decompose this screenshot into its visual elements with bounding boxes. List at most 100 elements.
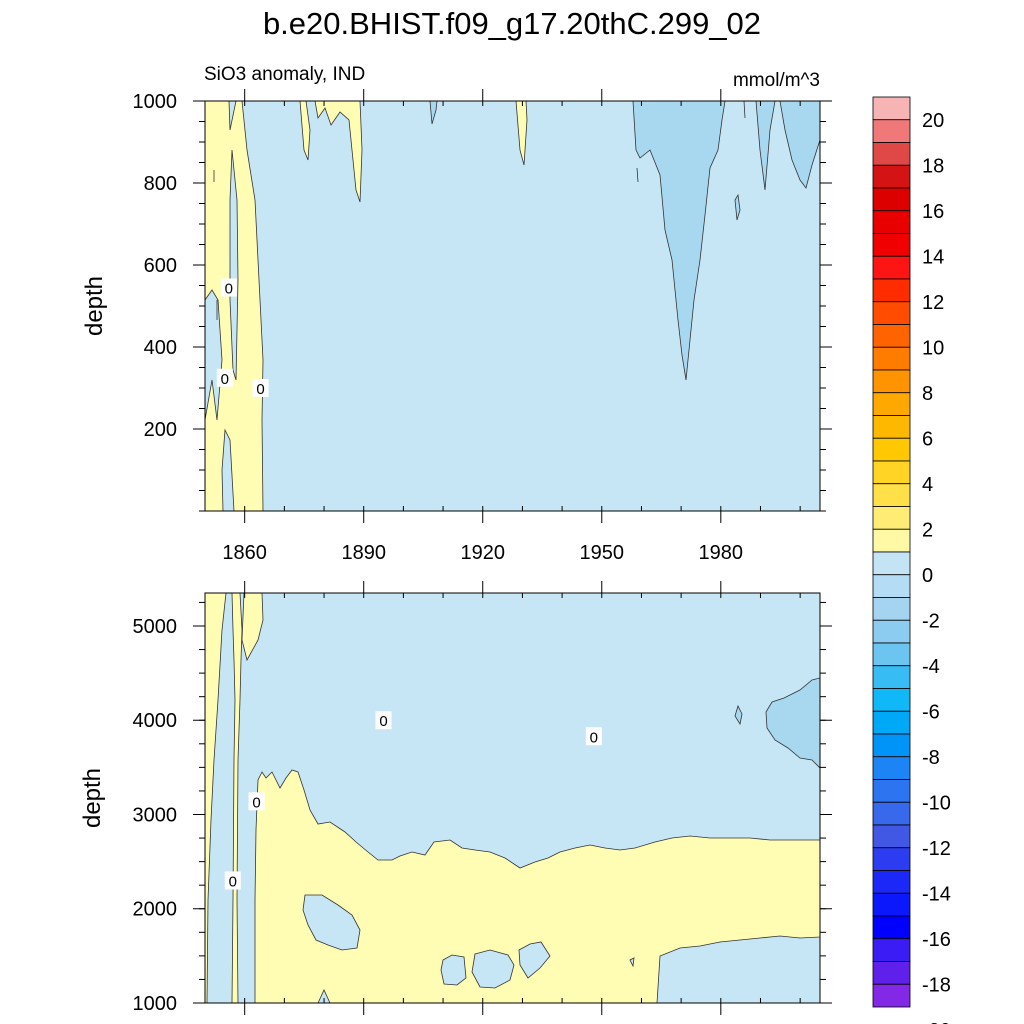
upper-panel: SiO3 anomaly, IND mmol/m^3 18 <box>81 64 832 564</box>
colorbar-swatch <box>872 915 911 940</box>
colorbar-label: 0 <box>922 565 933 587</box>
upper-contour-label: 0 <box>256 381 264 398</box>
colorbar-swatch <box>872 779 911 803</box>
colorbar-swatch <box>872 210 911 234</box>
colorbar-label: -8 <box>922 747 940 769</box>
lower-plot-frame <box>204 592 821 1004</box>
colorbar-swatch <box>872 574 911 598</box>
colorbar-swatch <box>872 164 911 189</box>
upper-x-tick-label: 1980 <box>699 542 744 564</box>
lower-contour-label: 0 <box>252 794 260 811</box>
colorbar-swatch <box>872 437 911 462</box>
colorbar-label: -18 <box>922 974 951 996</box>
upper-y-tick-label: 200 <box>144 419 177 441</box>
colorbar-label: -12 <box>922 838 951 860</box>
colorbar-label: -10 <box>922 792 951 814</box>
colorbar-swatch <box>872 938 911 962</box>
upper-y-tick-label: 400 <box>144 337 177 359</box>
lower-contour-label-bg <box>248 792 265 811</box>
colorbar-label: -2 <box>922 610 940 632</box>
colorbar-label: 10 <box>922 337 944 359</box>
lower-panel: 1000 2000 3000 4000 5000 0 0 0 0 depth <box>79 581 832 1015</box>
lower-contour-label: 0 <box>229 873 237 890</box>
colorbar-label: 12 <box>922 292 944 314</box>
colorbar: 20181614121086420-2-4-6-8-10-12-14-16-18… <box>872 96 951 1024</box>
colorbar-swatch <box>872 324 911 348</box>
lower-contour-fill <box>205 593 820 1003</box>
lower-axes: 1000 2000 3000 4000 5000 <box>133 581 832 1015</box>
colorbar-swatch <box>872 665 911 689</box>
upper-y-axis-label: depth <box>81 276 108 336</box>
colorbar-swatch <box>872 301 911 325</box>
lower-contour-label-bg <box>375 711 392 730</box>
colorbar-label: 14 <box>922 246 944 268</box>
upper-y-tick-label: 800 <box>144 173 177 195</box>
upper-y-tick-label: 1000 <box>133 91 178 113</box>
lower-y-tick-label: 2000 <box>133 899 178 921</box>
upper-y-tick-label: 600 <box>144 255 177 277</box>
colorbar-swatch <box>872 870 911 894</box>
lower-contour-labels: 0 0 0 0 <box>224 711 602 890</box>
colorbar-label: 4 <box>922 474 933 496</box>
colorbar-swatch <box>872 233 911 257</box>
colorbar-label: 2 <box>922 519 933 541</box>
upper-axes: 1860 1890 1920 1950 1980 200 400 600 800 1000 <box>133 89 832 564</box>
colorbar-label: 18 <box>922 155 944 177</box>
colorbar-swatch <box>872 710 911 735</box>
upper-contour-label-bg <box>220 278 237 297</box>
colorbar-swatch <box>872 801 911 826</box>
lower-contour-label-bg <box>585 727 602 746</box>
colorbar-swatch <box>872 460 911 485</box>
colorbar-label: -14 <box>922 883 951 905</box>
colorbar-swatch <box>872 688 911 712</box>
figure-title: b.e20.BHIST.f09_g17.20thC.299_02 <box>263 6 761 41</box>
colorbar-swatch <box>872 187 911 212</box>
lower-contour-label: 0 <box>590 729 598 746</box>
colorbar-swatch <box>872 278 911 303</box>
colorbar-swatch <box>872 642 911 667</box>
upper-x-tick-label: 1950 <box>580 542 625 564</box>
lower-y-tick-label: 4000 <box>133 710 178 732</box>
colorbar-swatch <box>872 142 911 166</box>
lower-contour-label: 0 <box>379 713 387 730</box>
colorbar-swatch <box>872 619 911 644</box>
colorbar-label: 8 <box>922 383 933 405</box>
colorbar-swatch <box>872 369 911 394</box>
colorbar-swatch <box>872 847 911 871</box>
colorbar-swatch <box>872 597 911 621</box>
colorbar-swatch <box>872 392 911 416</box>
colorbar-swatch <box>872 415 911 439</box>
colorbar-swatch <box>872 528 911 553</box>
colorbar-swatch <box>872 255 911 280</box>
upper-x-tick-label: 1860 <box>222 542 267 564</box>
colorbar-swatch <box>872 733 911 758</box>
colorbar-swatch <box>872 119 911 143</box>
colorbar-swatch <box>872 551 911 576</box>
colorbar-swatch <box>872 961 911 985</box>
upper-contour-label-bg <box>252 379 269 397</box>
colorbar-swatch <box>872 96 911 121</box>
upper-contour-fill <box>205 101 820 511</box>
lower-y-tick-label: 1000 <box>133 993 178 1015</box>
upper-subtitle-right: mmol/m^3 <box>733 70 820 91</box>
upper-x-tick-label: 1890 <box>341 542 386 564</box>
upper-contour-labels: 0 0 0 <box>216 278 269 398</box>
upper-contour-label-bg <box>216 368 233 387</box>
colorbar-swatch <box>872 983 911 1008</box>
colorbar-swatch <box>872 756 911 780</box>
upper-x-tick-label: 1920 <box>460 542 505 564</box>
colorbar-swatch <box>872 483 911 507</box>
colorbar-label: 20 <box>922 110 944 132</box>
colorbar-swatch <box>872 506 911 530</box>
colorbar-label: -4 <box>922 656 940 678</box>
upper-subtitle-left: SiO3 anomaly, IND <box>204 64 365 85</box>
lower-contour-label-bg <box>224 871 241 890</box>
colorbar-swatch <box>872 824 911 849</box>
colorbar-label: 6 <box>922 428 933 450</box>
colorbar-swatch <box>872 346 911 371</box>
colorbar-label: -20 <box>922 1020 951 1024</box>
upper-contour-label: 0 <box>221 371 229 388</box>
lower-y-tick-label: 3000 <box>133 804 178 826</box>
lower-y-tick-label: 5000 <box>133 616 178 638</box>
